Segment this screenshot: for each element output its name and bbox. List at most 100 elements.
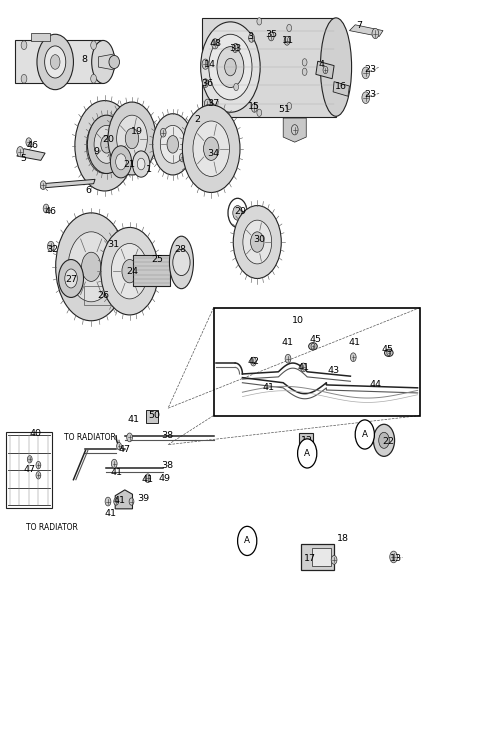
Text: 16: 16: [335, 82, 347, 90]
Polygon shape: [31, 33, 50, 41]
Text: 51: 51: [278, 105, 290, 114]
Circle shape: [75, 101, 134, 191]
Circle shape: [243, 220, 272, 264]
Ellipse shape: [92, 40, 115, 83]
Text: 38: 38: [161, 432, 173, 440]
Circle shape: [268, 32, 274, 41]
Circle shape: [97, 134, 112, 157]
Text: 47: 47: [119, 445, 131, 453]
Circle shape: [285, 354, 291, 363]
Polygon shape: [299, 433, 313, 453]
Circle shape: [323, 66, 328, 74]
Circle shape: [114, 498, 119, 505]
Text: 41: 41: [282, 338, 294, 347]
Circle shape: [202, 59, 209, 69]
Text: 11: 11: [282, 36, 294, 45]
Polygon shape: [202, 18, 336, 117]
Text: 22: 22: [382, 437, 394, 446]
Circle shape: [50, 55, 60, 69]
Circle shape: [122, 260, 137, 283]
Circle shape: [193, 121, 229, 176]
Text: 18: 18: [336, 534, 348, 542]
Text: 39: 39: [137, 494, 149, 503]
Text: 40: 40: [30, 429, 42, 437]
Text: TO RADIATOR: TO RADIATOR: [64, 433, 116, 442]
Circle shape: [40, 181, 46, 190]
Circle shape: [390, 551, 397, 563]
Circle shape: [110, 146, 132, 178]
Circle shape: [201, 22, 260, 112]
Circle shape: [180, 153, 185, 162]
Polygon shape: [312, 548, 331, 566]
Circle shape: [251, 232, 264, 252]
Text: A: A: [362, 430, 368, 439]
Circle shape: [287, 103, 291, 110]
Circle shape: [160, 128, 166, 137]
Circle shape: [302, 68, 307, 75]
Circle shape: [303, 440, 308, 447]
Text: 33: 33: [229, 44, 241, 52]
Text: 44: 44: [370, 381, 381, 389]
Circle shape: [56, 213, 127, 321]
Polygon shape: [15, 40, 103, 83]
Ellipse shape: [321, 18, 351, 116]
Circle shape: [234, 44, 239, 51]
Text: 14: 14: [204, 60, 216, 69]
Circle shape: [284, 36, 290, 45]
Text: 41: 41: [113, 496, 125, 504]
Circle shape: [27, 456, 32, 463]
Text: 6: 6: [86, 187, 92, 195]
Text: 41: 41: [298, 363, 310, 372]
Text: 41: 41: [142, 475, 154, 484]
Text: 23: 23: [364, 90, 377, 99]
Circle shape: [45, 46, 66, 78]
Polygon shape: [146, 410, 158, 423]
Circle shape: [91, 41, 96, 50]
Text: 30: 30: [253, 235, 265, 243]
Polygon shape: [133, 255, 170, 286]
Polygon shape: [301, 544, 334, 570]
Text: 25: 25: [152, 255, 163, 264]
Circle shape: [372, 28, 379, 39]
Text: A: A: [304, 449, 310, 458]
Text: 45: 45: [310, 335, 322, 344]
Circle shape: [204, 137, 219, 160]
Circle shape: [387, 350, 391, 356]
Text: A: A: [244, 537, 250, 545]
Text: 35: 35: [265, 31, 277, 39]
Circle shape: [153, 114, 193, 175]
Polygon shape: [98, 54, 114, 70]
Circle shape: [91, 74, 96, 83]
Circle shape: [173, 249, 190, 276]
Ellipse shape: [169, 236, 193, 289]
Text: 41: 41: [263, 383, 275, 392]
Circle shape: [125, 128, 139, 149]
Circle shape: [36, 461, 41, 469]
Circle shape: [108, 102, 156, 175]
Text: 41: 41: [348, 338, 360, 347]
Circle shape: [350, 353, 356, 362]
Circle shape: [287, 24, 291, 31]
Text: 50: 50: [149, 411, 160, 420]
Text: 4: 4: [319, 60, 324, 69]
Circle shape: [21, 41, 27, 50]
Text: 46: 46: [27, 141, 38, 150]
Circle shape: [257, 17, 262, 25]
Bar: [214, 308, 420, 416]
Text: 34: 34: [207, 149, 220, 157]
Text: 41: 41: [128, 416, 139, 424]
Circle shape: [145, 474, 151, 483]
Circle shape: [291, 125, 298, 135]
Circle shape: [251, 357, 256, 366]
Circle shape: [43, 204, 49, 213]
Circle shape: [65, 269, 77, 288]
Circle shape: [94, 125, 119, 163]
Text: 49: 49: [158, 474, 170, 483]
Text: 41: 41: [110, 468, 122, 477]
Text: 23: 23: [364, 65, 377, 74]
Circle shape: [36, 472, 41, 479]
Text: 13: 13: [390, 554, 402, 563]
Circle shape: [116, 154, 126, 170]
Text: 27: 27: [65, 276, 77, 284]
Circle shape: [101, 136, 112, 153]
